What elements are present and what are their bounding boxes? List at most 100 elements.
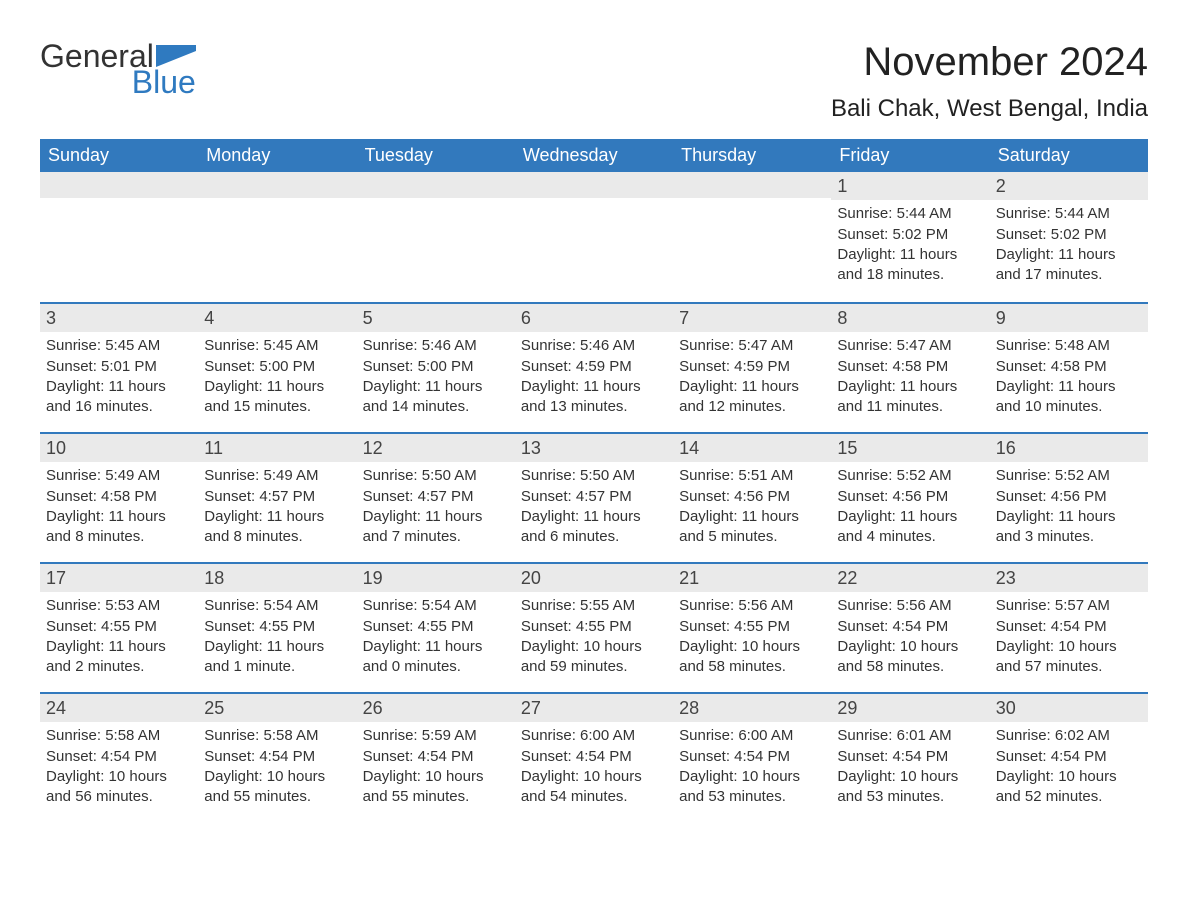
daylight-text: Daylight: 11 hours and 5 minutes. [679, 507, 825, 548]
calendar-day: 28Sunrise: 6:00 AMSunset: 4:54 PMDayligh… [673, 694, 831, 822]
sunset-text: Sunset: 4:56 PM [837, 487, 983, 507]
sunrise-text: Sunrise: 5:47 AM [679, 336, 825, 356]
day-number [673, 172, 831, 198]
day-number: 29 [831, 694, 989, 722]
calendar-day: 4 Sunrise: 5:45 AMSunset: 5:00 PMDaylight… [198, 304, 356, 432]
day-number: 21 [673, 564, 831, 592]
daylight-text: Daylight: 11 hours and 15 minutes. [204, 377, 350, 418]
calendar-day [515, 172, 673, 302]
calendar-day: 16Sunrise: 5:52 AMSunset: 4:56 PMDayligh… [990, 434, 1148, 562]
header: General Blue November 2024 Bali Chak, We… [40, 40, 1148, 129]
day-body: Sunrise: 5:52 AMSunset: 4:56 PMDaylight:… [990, 462, 1148, 557]
day-number [40, 172, 198, 198]
day-number: 16 [990, 434, 1148, 462]
sunrise-text: Sunrise: 5:48 AM [996, 336, 1142, 356]
day-number: 28 [673, 694, 831, 722]
sunrise-text: Sunrise: 5:45 AM [204, 336, 350, 356]
sunset-text: Sunset: 4:58 PM [996, 357, 1142, 377]
sunset-text: Sunset: 4:54 PM [204, 747, 350, 767]
day-body: Sunrise: 6:01 AMSunset: 4:54 PMDaylight:… [831, 722, 989, 817]
day-number: 9 [990, 304, 1148, 332]
sunrise-text: Sunrise: 5:54 AM [204, 596, 350, 616]
day-number: 5 [357, 304, 515, 332]
brand-text: General Blue [40, 40, 196, 98]
sunrise-text: Sunrise: 5:49 AM [204, 466, 350, 486]
sunrise-text: Sunrise: 5:50 AM [521, 466, 667, 486]
day-number: 6 [515, 304, 673, 332]
day-body: Sunrise: 6:00 AMSunset: 4:54 PMDaylight:… [515, 722, 673, 817]
day-body: Sunrise: 5:54 AMSunset: 4:55 PMDaylight:… [198, 592, 356, 687]
daylight-text: Daylight: 11 hours and 10 minutes. [996, 377, 1142, 418]
daylight-text: Daylight: 11 hours and 13 minutes. [521, 377, 667, 418]
daylight-text: Daylight: 11 hours and 1 minute. [204, 637, 350, 678]
day-body: Sunrise: 5:44 AMSunset: 5:02 PMDaylight:… [831, 200, 989, 295]
day-number: 15 [831, 434, 989, 462]
sunrise-text: Sunrise: 5:50 AM [363, 466, 509, 486]
day-number [198, 172, 356, 198]
calendar-day: 11Sunrise: 5:49 AMSunset: 4:57 PMDayligh… [198, 434, 356, 562]
sunset-text: Sunset: 5:01 PM [46, 357, 192, 377]
calendar-day: 29Sunrise: 6:01 AMSunset: 4:54 PMDayligh… [831, 694, 989, 822]
daylight-text: Daylight: 10 hours and 53 minutes. [837, 767, 983, 808]
day-number: 3 [40, 304, 198, 332]
calendar-day: 5Sunrise: 5:46 AMSunset: 5:00 PMDaylight… [357, 304, 515, 432]
sunset-text: Sunset: 4:57 PM [204, 487, 350, 507]
sunrise-text: Sunrise: 5:52 AM [996, 466, 1142, 486]
calendar-day: 8Sunrise: 5:47 AMSunset: 4:58 PMDaylight… [831, 304, 989, 432]
daylight-text: Daylight: 10 hours and 53 minutes. [679, 767, 825, 808]
calendar-day: 24Sunrise: 5:58 AMSunset: 4:54 PMDayligh… [40, 694, 198, 822]
day-body: Sunrise: 5:50 AMSunset: 4:57 PMDaylight:… [515, 462, 673, 557]
daylight-text: Daylight: 11 hours and 6 minutes. [521, 507, 667, 548]
calendar-day: 21Sunrise: 5:56 AMSunset: 4:55 PMDayligh… [673, 564, 831, 692]
day-body: Sunrise: 6:02 AMSunset: 4:54 PMDaylight:… [990, 722, 1148, 817]
daylight-text: Daylight: 11 hours and 17 minutes. [996, 245, 1142, 286]
day-body: Sunrise: 5:45 AMSunset: 5:01 PMDaylight:… [40, 332, 198, 427]
sunset-text: Sunset: 4:59 PM [521, 357, 667, 377]
sunset-text: Sunset: 5:00 PM [204, 357, 350, 377]
calendar-day: 13Sunrise: 5:50 AMSunset: 4:57 PMDayligh… [515, 434, 673, 562]
sunset-text: Sunset: 4:54 PM [996, 747, 1142, 767]
weekday-header: Wednesday [515, 139, 673, 172]
day-number: 27 [515, 694, 673, 722]
daylight-text: Daylight: 11 hours and 3 minutes. [996, 507, 1142, 548]
sunrise-text: Sunrise: 5:53 AM [46, 596, 192, 616]
calendar-day: 22Sunrise: 5:56 AMSunset: 4:54 PMDayligh… [831, 564, 989, 692]
calendar-day: 30Sunrise: 6:02 AMSunset: 4:54 PMDayligh… [990, 694, 1148, 822]
day-body: Sunrise: 5:58 AMSunset: 4:54 PMDaylight:… [198, 722, 356, 817]
calendar-week: 17Sunrise: 5:53 AMSunset: 4:55 PMDayligh… [40, 562, 1148, 692]
daylight-text: Daylight: 11 hours and 2 minutes. [46, 637, 192, 678]
calendar-day: 27Sunrise: 6:00 AMSunset: 4:54 PMDayligh… [515, 694, 673, 822]
daylight-text: Daylight: 11 hours and 11 minutes. [837, 377, 983, 418]
day-body: Sunrise: 5:47 AMSunset: 4:58 PMDaylight:… [831, 332, 989, 427]
daylight-text: Daylight: 11 hours and 8 minutes. [204, 507, 350, 548]
sunset-text: Sunset: 4:56 PM [679, 487, 825, 507]
sunrise-text: Sunrise: 5:49 AM [46, 466, 192, 486]
sunrise-text: Sunrise: 5:55 AM [521, 596, 667, 616]
calendar-day: 9 Sunrise: 5:48 AMSunset: 4:58 PMDaylight… [990, 304, 1148, 432]
sunrise-text: Sunrise: 5:56 AM [679, 596, 825, 616]
daylight-text: Daylight: 10 hours and 56 minutes. [46, 767, 192, 808]
sunset-text: Sunset: 4:54 PM [679, 747, 825, 767]
weekday-header: Monday [198, 139, 356, 172]
day-number: 22 [831, 564, 989, 592]
sunrise-text: Sunrise: 5:44 AM [837, 204, 983, 224]
calendar-day: 19Sunrise: 5:54 AMSunset: 4:55 PMDayligh… [357, 564, 515, 692]
day-body: Sunrise: 5:52 AMSunset: 4:56 PMDaylight:… [831, 462, 989, 557]
sunset-text: Sunset: 4:54 PM [363, 747, 509, 767]
sunrise-text: Sunrise: 6:01 AM [837, 726, 983, 746]
sunrise-text: Sunrise: 5:44 AM [996, 204, 1142, 224]
calendar-day [40, 172, 198, 302]
calendar-day: 23Sunrise: 5:57 AMSunset: 4:54 PMDayligh… [990, 564, 1148, 692]
day-number: 8 [831, 304, 989, 332]
daylight-text: Daylight: 11 hours and 14 minutes. [363, 377, 509, 418]
daylight-text: Daylight: 11 hours and 7 minutes. [363, 507, 509, 548]
day-body: Sunrise: 6:00 AMSunset: 4:54 PMDaylight:… [673, 722, 831, 817]
day-body: Sunrise: 5:51 AMSunset: 4:56 PMDaylight:… [673, 462, 831, 557]
weekday-header: Thursday [673, 139, 831, 172]
sunset-text: Sunset: 4:57 PM [363, 487, 509, 507]
day-number: 4 [198, 304, 356, 332]
day-number [515, 172, 673, 198]
calendar-day: 20Sunrise: 5:55 AMSunset: 4:55 PMDayligh… [515, 564, 673, 692]
sunset-text: Sunset: 4:59 PM [679, 357, 825, 377]
weekday-header-row: Sunday Monday Tuesday Wednesday Thursday… [40, 139, 1148, 172]
